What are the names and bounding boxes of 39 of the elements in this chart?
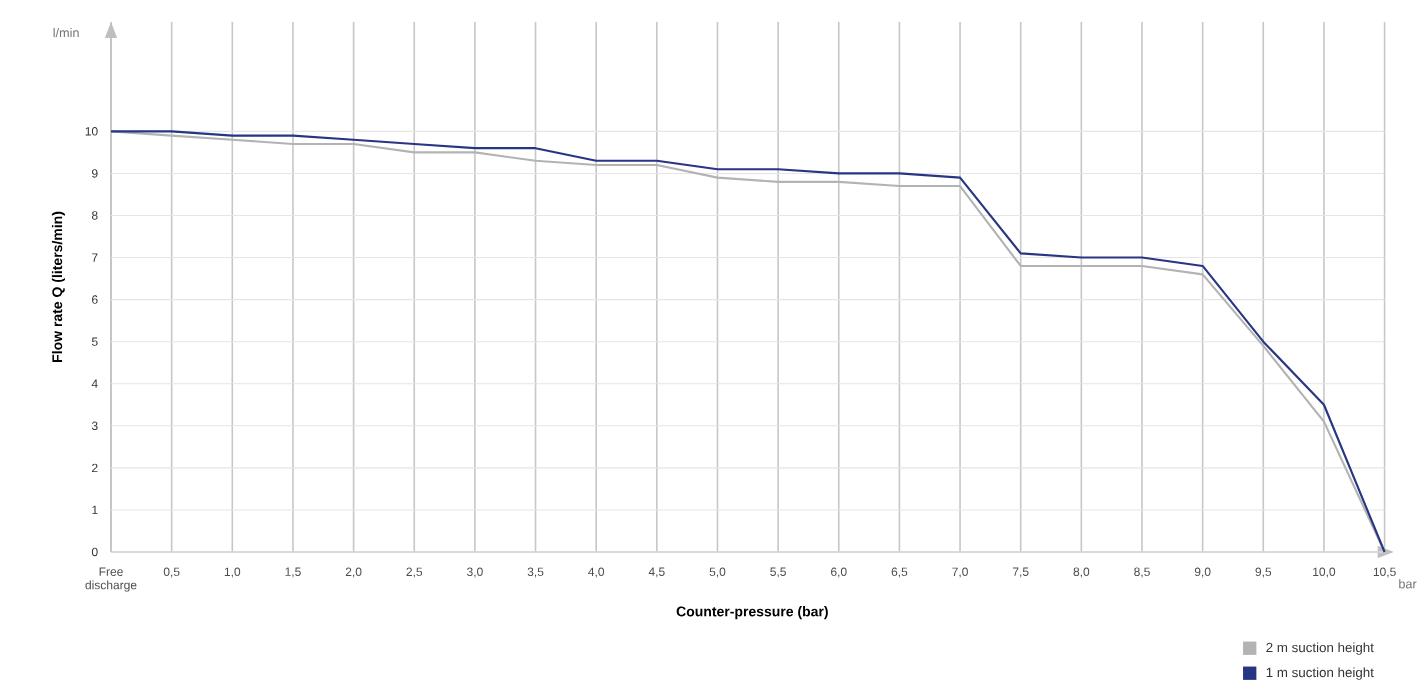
x-tick-label: 9,0 [1194,567,1211,578]
x-tick-label: 6,0 [831,567,847,578]
x-axis-title: Counter-pressure (bar) [676,606,828,620]
text: l/min [53,27,79,38]
x-tick-label: 10,5 [1373,567,1396,578]
x-tick-label: 10,0 [1313,567,1336,578]
y-tick-label: 10 [85,127,98,136]
y-axis-title: Flow rate Q (liters/min) [51,211,65,362]
y-tick-label: 2 [92,463,98,473]
x-tick-label: 1,5 [285,567,301,578]
x-tick-label: 7,5 [1012,567,1029,578]
x-tick-label: 0,5 [163,567,180,578]
y-tick-label: 5 [91,337,98,346]
x-tick-label: 7,0 [952,567,968,578]
y-tick-label: 0 [91,547,98,557]
x-tick-label: 3,0 [467,567,483,578]
legend-label: 1 m suction height [1266,667,1374,680]
x-tick-label: 5,0 [709,567,726,578]
y-tick-label: 4 [91,379,98,388]
y-tick-label: 6 [92,295,98,304]
x-tick-label: 4,5 [648,567,665,578]
x-tick-label: 2,0 [345,567,362,578]
y-tick-label: 1 [92,505,98,515]
x-tick-label: 5,5 [770,567,786,578]
y-tick-label: 8 [91,211,98,220]
y-tick-label: 7 [92,253,98,262]
x-tick-label: 3,5 [527,567,544,578]
x-tick-label: 8,5 [1134,567,1150,578]
text: bar [1399,579,1417,589]
x-tick-label: 8,0 [1073,567,1090,578]
y-tick-label: 3 [91,421,98,431]
x-tick-label: 6,5 [891,567,908,578]
legend-label: 2 m suction height [1266,642,1374,655]
x-tick-label: 1,0 [224,567,241,578]
x-tick-label: 9,5 [1255,567,1272,578]
x-tick-label: Free discharge [85,567,137,592]
x-tick-label: 4,0 [588,567,605,578]
x-tick-label: 2,5 [406,567,423,578]
y-tick-label: 9 [92,169,98,178]
